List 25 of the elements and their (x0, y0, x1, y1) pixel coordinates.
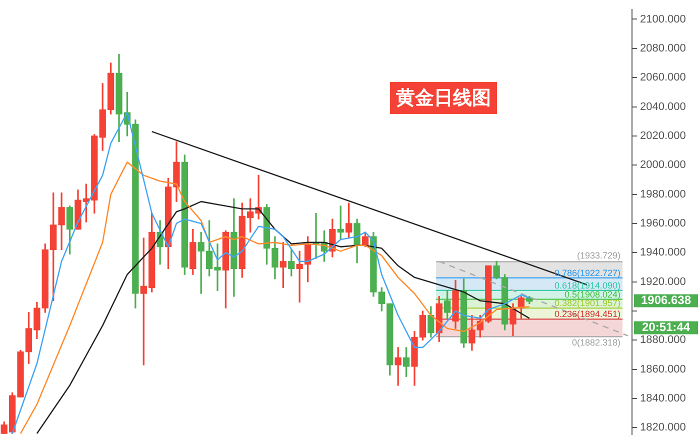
y-tick-label: 1820.000 (640, 422, 686, 434)
y-tick-label: 2100.000 (640, 13, 686, 26)
text: 1906.638 (640, 293, 692, 308)
ref-line-label: 0.382(1901.957) (554, 298, 621, 308)
ref-line-label: 0.618(1914.090) (554, 280, 621, 290)
y-tick-label: 1880.000 (640, 334, 686, 346)
y-tick-label: 1960.000 (640, 217, 686, 230)
y-tick-label: 1840.000 (640, 392, 686, 405)
text: 黄金日线图 (390, 82, 497, 114)
y-tick-label: 2000.000 (640, 159, 686, 172)
y-tick-label: 1920.000 (640, 276, 686, 288)
ref-line-label: 0.786(1922.727) (554, 268, 621, 278)
ref-line-label: (1933.729) (576, 250, 621, 260)
y-tick-label: 2080.000 (640, 42, 686, 54)
ref-line-label: 0(1882.318) (572, 337, 621, 348)
y-tick-label: 2020.000 (640, 130, 686, 142)
ref-line-label: 0.5(1908.024) (564, 289, 621, 300)
y-tick-label: 2040.000 (640, 100, 686, 113)
y-tick-label: 1980.000 (640, 188, 686, 200)
candlestick (394, 347, 402, 386)
ref-line-label: 0.236(1894.451) (554, 309, 621, 320)
y-tick-label: 1940.000 (640, 246, 686, 259)
text: 20:51:44 (642, 320, 690, 334)
y-tick-label: 1860.000 (640, 363, 686, 376)
y-tick-label: 2060.000 (640, 72, 686, 84)
